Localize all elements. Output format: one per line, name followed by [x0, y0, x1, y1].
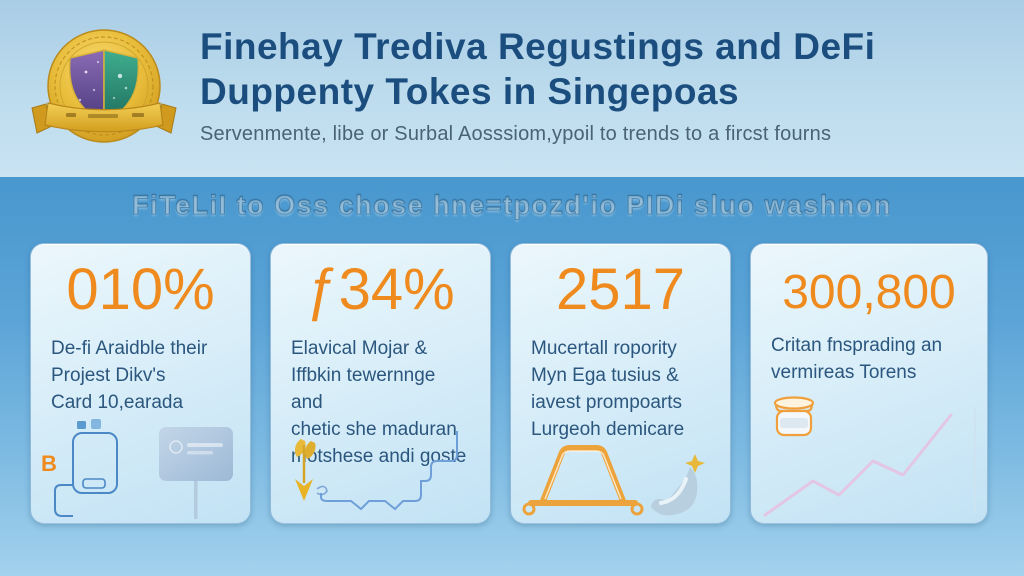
stat-text-line: iavest prompoarts — [531, 391, 683, 413]
medal-badge-icon — [31, 29, 177, 143]
stat-text-line: Critan fnsprading an — [771, 335, 943, 357]
trapezoid-stand-icon — [522, 445, 644, 516]
stat-text-line: Mucertall ropority — [531, 337, 677, 359]
stat-value: ƒ34% — [306, 257, 455, 322]
stat-value: 2517 — [555, 257, 686, 322]
page-title-line2: Duppenty Tokes in Singepoas — [200, 71, 740, 112]
page-title-line1: Finehay Trediva Regustings and DeFi — [200, 26, 876, 67]
stats-band: FiTeLiI to Oss chose hne=tpozd'io PIDi s… — [0, 177, 1024, 576]
signboard-icon — [159, 427, 233, 519]
gold-medal-shield-badge — [28, 28, 180, 156]
stat-card-elavical: ƒ34% Elavical Mojar & Iffbkin tewernnge … — [270, 243, 491, 524]
stat-description: Mucertall ropority Myn Ega tusius & iave… — [531, 335, 712, 443]
page-subtitle: Servenmente, libe or Surbal Aosssiom,ypo… — [200, 123, 832, 145]
circuit-path-icon — [320, 431, 458, 511]
stat-text-line: Card 10,earada — [51, 391, 184, 413]
stat-card-torens: 300,800 Critan fnsprading an vermireas T… — [750, 243, 988, 524]
band-headline: FiTeLiI to Oss chose hne=tpozd'io PIDi s… — [132, 190, 892, 221]
stat-text-line: Projest Dikv's — [51, 364, 166, 386]
stat-value: 300,800 — [782, 266, 956, 319]
card2-icons — [294, 431, 458, 511]
stat-text-line: vermireas Torens — [771, 362, 917, 384]
stat-text-line: Myn Ega tusius & — [531, 364, 679, 386]
stat-cards-row: 010% De-fi Araidble their Projest Dikv's… — [30, 243, 988, 524]
wheat-arrow-icon — [294, 439, 328, 501]
line-chart-icon — [763, 409, 976, 517]
stat-card-defi: 010% De-fi Araidble their Projest Dikv's… — [30, 243, 251, 524]
dove-icon — [651, 454, 705, 516]
stat-text-line: Lurgeoh demicare — [531, 418, 685, 440]
stat-text-line: Elavical Mojar & — [291, 337, 428, 359]
stat-text-line: chetic she maduran — [291, 418, 457, 440]
stat-description: De-fi Araidble their Projest Dikv's Card… — [51, 335, 232, 416]
stat-text-line: Iffbkin tewernnge and — [291, 364, 436, 413]
header-section: Finehay Trediva Regustings and DeFi Dupp… — [0, 0, 1024, 177]
coin-jar-icon — [773, 396, 815, 437]
flowchart-document-icon: B — [41, 419, 118, 517]
stat-value: 010% — [66, 257, 215, 322]
stat-card-mucertall: 2517 Mucertall ropority Myn Ega tusius &… — [510, 243, 731, 524]
stat-description: Elavical Mojar & Iffbkin tewernnge and c… — [291, 335, 472, 470]
stat-text-line: De-fi Araidble their — [51, 337, 208, 359]
stat-description: Critan fnsprading an vermireas Torens — [771, 332, 969, 386]
card3-icons — [522, 445, 705, 516]
card1-icons: B — [41, 419, 233, 519]
stat-text-line: motshese andi goste — [291, 445, 467, 467]
svg-text:B: B — [41, 451, 57, 476]
